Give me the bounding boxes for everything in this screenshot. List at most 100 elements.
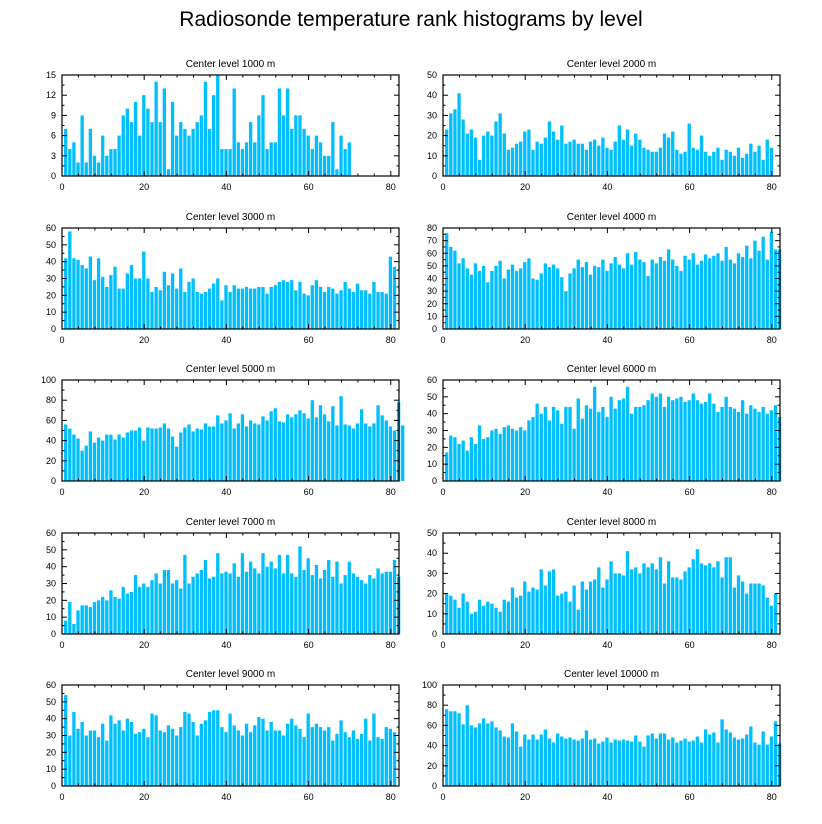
- bar: [220, 727, 224, 786]
- bar: [642, 563, 646, 634]
- bar: [617, 125, 621, 176]
- bar: [650, 393, 654, 481]
- bar: [113, 596, 117, 634]
- bar: [477, 270, 482, 329]
- bar: [658, 557, 663, 634]
- panel-2: Center level 2000 m 0 20 40 60 80 0 10 20 30 40 50: [427, 59, 781, 192]
- bar: [617, 264, 621, 329]
- bar: [457, 93, 461, 176]
- bar: [613, 573, 617, 634]
- y-tick-label: 60: [427, 248, 437, 258]
- bar: [240, 149, 245, 176]
- bar: [601, 259, 605, 329]
- panel-4: Center level 4000 m 0 20 40 60 80 0 10 20 30 40 50 6…: [427, 212, 782, 345]
- y-tick-label: 10: [427, 311, 437, 321]
- x-tick-label: 20: [520, 182, 530, 192]
- y-tick-label: 20: [46, 290, 56, 300]
- bar: [113, 439, 117, 481]
- bar: [273, 408, 277, 481]
- bar: [88, 128, 93, 176]
- x-tick-label: 80: [767, 640, 777, 650]
- y-tick-label: 20: [46, 456, 56, 466]
- bar: [724, 246, 728, 329]
- bar: [740, 581, 745, 634]
- bar: [634, 406, 638, 481]
- bar: [351, 573, 356, 634]
- bar: [64, 424, 68, 481]
- bar: [761, 731, 765, 786]
- y-tick-label: 20: [46, 595, 56, 605]
- bar: [621, 268, 626, 329]
- panel-title: Center level 10000 m: [564, 669, 659, 680]
- bar: [388, 728, 393, 786]
- bar: [117, 434, 121, 481]
- bar: [236, 730, 240, 786]
- bar: [572, 428, 576, 481]
- bar: [683, 151, 687, 176]
- bar: [240, 288, 245, 329]
- bar: [253, 423, 257, 481]
- x-tick-label: 80: [767, 335, 777, 345]
- bar: [109, 715, 113, 786]
- bar: [170, 101, 175, 176]
- bar: [179, 588, 183, 634]
- bar: [228, 149, 232, 176]
- bar: [634, 251, 638, 329]
- bar: [322, 291, 327, 329]
- bar: [724, 557, 728, 634]
- bar: [609, 396, 613, 481]
- bar: [248, 288, 253, 329]
- bar: [675, 398, 679, 481]
- bar: [285, 281, 290, 329]
- bar: [593, 738, 597, 786]
- bar: [695, 149, 700, 176]
- bar: [556, 410, 560, 481]
- bar: [298, 546, 302, 634]
- x-tick-label: 60: [304, 640, 314, 650]
- y-tick-label: 0: [432, 476, 437, 486]
- bar: [68, 149, 72, 176]
- x-tick-label: 60: [685, 640, 695, 650]
- bar: [572, 268, 576, 329]
- bar: [749, 258, 753, 329]
- bar: [183, 554, 187, 634]
- bar: [187, 424, 191, 481]
- bar: [146, 108, 150, 176]
- bar: [556, 595, 560, 634]
- bar: [212, 283, 216, 329]
- x-tick-label: 80: [386, 792, 396, 802]
- bar: [142, 728, 146, 786]
- bar: [469, 274, 474, 329]
- bar: [364, 718, 368, 786]
- bar: [236, 423, 240, 481]
- bar: [109, 434, 113, 481]
- bar: [724, 396, 728, 481]
- bar: [203, 423, 208, 481]
- bar: [195, 573, 199, 634]
- bar: [736, 575, 741, 634]
- bar: [494, 607, 498, 634]
- bar: [322, 414, 327, 481]
- bar: [654, 738, 658, 786]
- bar: [498, 730, 502, 786]
- bar: [761, 406, 765, 481]
- bar: [68, 602, 72, 634]
- bar: [671, 577, 675, 634]
- bar: [486, 282, 490, 329]
- bar: [465, 601, 469, 634]
- bar: [564, 291, 568, 330]
- bar: [671, 400, 675, 481]
- bar: [666, 561, 671, 634]
- bar: [523, 430, 527, 481]
- bar: [617, 400, 621, 481]
- bar: [629, 741, 634, 786]
- bar: [486, 437, 490, 481]
- x-tick-label: 20: [520, 792, 530, 802]
- bar: [732, 263, 737, 329]
- bar: [527, 420, 531, 481]
- bar: [675, 265, 679, 330]
- bar: [138, 427, 142, 481]
- bar: [625, 386, 630, 481]
- bar: [92, 730, 97, 786]
